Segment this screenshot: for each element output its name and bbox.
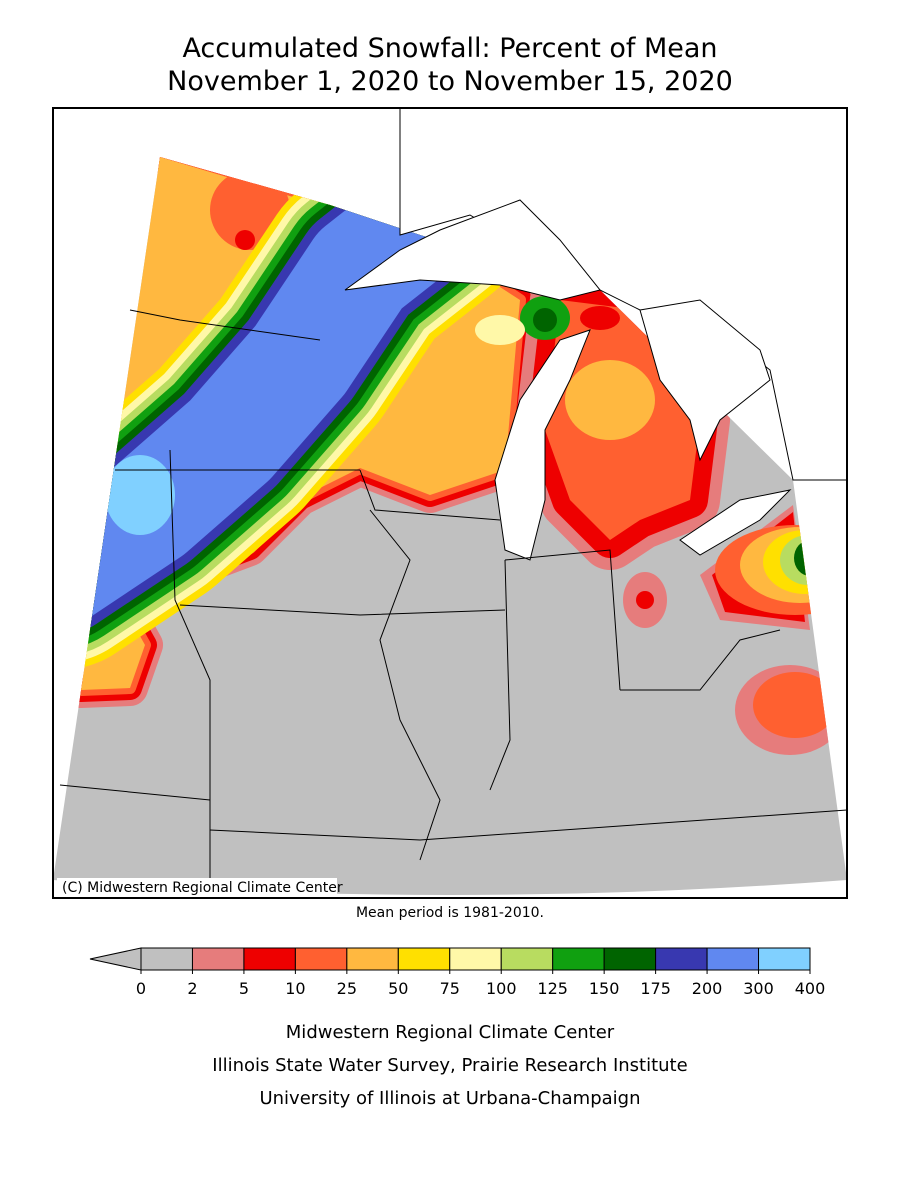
- boundaries: [59, 309, 847, 880]
- legend-tick-label: 10: [285, 979, 305, 998]
- copyright-bg: [57, 878, 337, 896]
- legend-tick-label: 5: [239, 979, 249, 998]
- copyright: (C) Midwestern Regional Climate Center: [62, 880, 343, 896]
- legend-arrow: [89, 947, 142, 971]
- legend-swatch: [346, 947, 399, 971]
- footer-line: University of Illinois at Urbana-Champai…: [259, 1088, 640, 1109]
- legend-tick-label: 300: [743, 979, 774, 998]
- legend-tick-label: 2: [187, 979, 197, 998]
- legend-swatch: [140, 947, 193, 971]
- legend-tick-label: 0: [136, 979, 146, 998]
- legend-swatch: [397, 947, 451, 971]
- legend-swatch: [191, 947, 245, 971]
- legend-tick-label: 175: [640, 979, 671, 998]
- legend-swatch: [706, 947, 760, 971]
- legend-tick-label: 50: [388, 979, 408, 998]
- legend-tick-label: 150: [589, 979, 620, 998]
- legend-swatch: [243, 947, 296, 971]
- legend: 0 2 5 10 25 50 75 100 125 150 175 200 300 400: [89, 947, 826, 998]
- contours: [53, 157, 847, 755]
- mean-period-note: Mean period is 1981-2010.: [356, 905, 544, 921]
- legend-swatch: [603, 947, 657, 971]
- legend-swatch: [758, 947, 811, 971]
- legend-tick-label: 100: [486, 979, 517, 998]
- legend-swatch: [449, 947, 502, 971]
- legend-tick-label: 75: [440, 979, 460, 998]
- legend-swatch: [655, 947, 708, 971]
- footer-line: Illinois State Water Survey, Prairie Res…: [212, 1055, 687, 1076]
- title-line: Accumulated Snowfall: Percent of Mean: [182, 33, 717, 64]
- footer-line: Midwestern Regional Climate Center: [286, 1022, 615, 1043]
- map: [53, 108, 847, 895]
- legend-tick-label: 25: [337, 979, 357, 998]
- legend-swatch: [552, 947, 605, 971]
- legend-tick-label: 400: [795, 979, 826, 998]
- legend-swatch: [294, 947, 348, 971]
- legend-swatch: [500, 947, 554, 971]
- title-line: November 1, 2020 to November 15, 2020: [167, 66, 733, 97]
- legend-tick-label: 125: [537, 979, 568, 998]
- map-frame: [52, 107, 848, 899]
- legend-tick-label: 200: [692, 979, 723, 998]
